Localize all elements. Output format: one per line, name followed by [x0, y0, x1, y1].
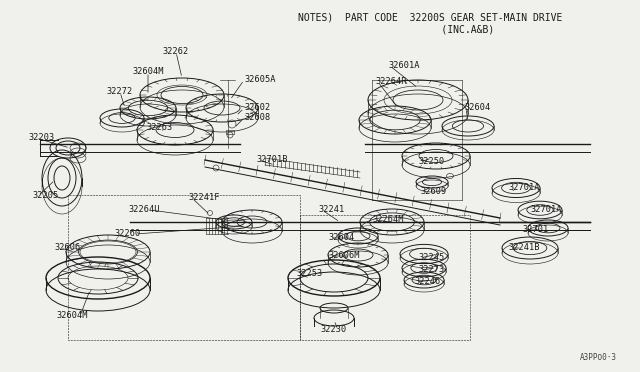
Text: 32701B: 32701B: [256, 155, 287, 164]
Text: 32264M: 32264M: [372, 215, 403, 224]
Text: NOTES)  PART CODE  32200S GEAR SET-MAIN DRIVE: NOTES) PART CODE 32200S GEAR SET-MAIN DR…: [298, 12, 562, 22]
Text: A3PPΟ0·3: A3PPΟ0·3: [579, 353, 616, 362]
Bar: [226, 130, 234, 134]
Text: 32701A: 32701A: [530, 205, 561, 215]
Text: (INC.A&B): (INC.A&B): [365, 24, 495, 34]
Text: 32604: 32604: [464, 103, 490, 112]
Text: 32241: 32241: [318, 205, 344, 215]
Text: 32246: 32246: [414, 278, 440, 286]
Text: 32263: 32263: [147, 124, 173, 132]
Text: 32273: 32273: [418, 266, 444, 275]
Text: 32245: 32245: [418, 253, 444, 263]
Text: 32609: 32609: [420, 187, 446, 196]
Text: 32264R: 32264R: [375, 77, 406, 87]
Text: 32701A: 32701A: [508, 183, 540, 192]
Text: 32605A: 32605A: [244, 76, 275, 84]
Text: 32241B: 32241B: [508, 244, 540, 253]
Text: 32262: 32262: [163, 48, 189, 57]
Text: 32272: 32272: [107, 87, 133, 96]
Text: 32230: 32230: [321, 326, 347, 334]
Text: 32606: 32606: [54, 244, 80, 253]
Text: 32253: 32253: [296, 269, 323, 279]
Text: 32250: 32250: [418, 157, 444, 167]
Text: 32601A: 32601A: [388, 61, 419, 71]
Text: 32608: 32608: [244, 113, 270, 122]
Text: 32604: 32604: [328, 234, 355, 243]
Text: 32604M: 32604M: [56, 311, 88, 321]
Text: 32701: 32701: [522, 225, 548, 234]
Text: 32203: 32203: [28, 134, 54, 142]
Text: 32205: 32205: [32, 192, 58, 201]
Text: 32604M: 32604M: [132, 67, 164, 77]
Text: 32260: 32260: [115, 230, 141, 238]
Text: 32602: 32602: [244, 103, 270, 112]
Text: 32606M: 32606M: [328, 251, 360, 260]
Text: 32264U: 32264U: [128, 205, 160, 215]
Text: 32241F: 32241F: [188, 193, 220, 202]
